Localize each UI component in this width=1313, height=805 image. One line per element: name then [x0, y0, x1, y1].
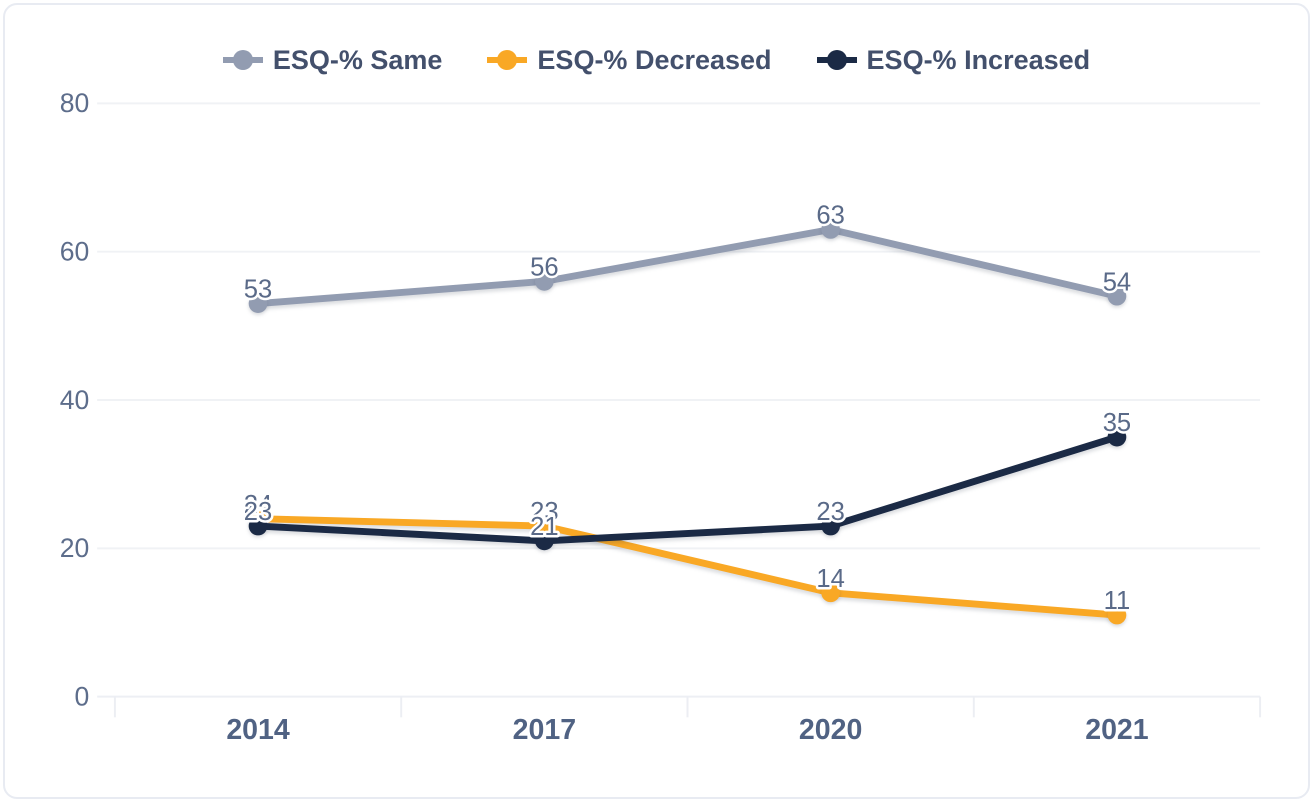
legend-label: ESQ-% Decreased: [537, 44, 772, 75]
y-axis-label: 0: [75, 682, 90, 712]
data-label: 24: [244, 491, 272, 519]
legend-label: ESQ-% Same: [272, 44, 443, 75]
data-label: 63: [816, 202, 844, 230]
data-point-marker[interactable]: [1107, 286, 1127, 306]
x-axis-label: 2020: [799, 714, 862, 746]
y-axis-label: 80: [60, 88, 90, 118]
data-label: 21: [530, 513, 558, 541]
chart-card: ESQ-% Same ESQ-% Decreased ESQ-% Increased…: [3, 3, 1310, 799]
legend-item-esq-decreased[interactable]: ESQ-% Decreased: [487, 44, 772, 75]
data-point-marker[interactable]: [534, 516, 554, 536]
data-point-marker[interactable]: [821, 583, 840, 603]
data-label: 23: [244, 498, 272, 526]
data-point-marker[interactable]: [248, 516, 268, 536]
data-label: 14: [816, 565, 844, 593]
data-label: 23: [816, 498, 844, 526]
data-point-marker[interactable]: [534, 272, 554, 291]
legend: ESQ-% Same ESQ-% Decreased ESQ-% Increased: [5, 43, 1308, 77]
series-marker-icon: [816, 50, 857, 70]
data-label: 56: [530, 253, 558, 281]
data-label: 35: [1103, 409, 1131, 437]
x-axis-label: 2021: [1085, 714, 1149, 746]
data-point-marker[interactable]: [534, 531, 554, 551]
legend-item-esq-increased[interactable]: ESQ-% Increased: [816, 44, 1091, 75]
data-label: 53: [244, 276, 272, 304]
series-marker-icon: [222, 50, 263, 70]
series-line-0: [254, 226, 1121, 308]
series-line-2: [254, 433, 1121, 545]
data-point-marker[interactable]: [1107, 427, 1127, 447]
y-axis-label: 60: [60, 237, 90, 267]
x-axis-label: 2014: [226, 714, 290, 746]
series-marker-icon: [487, 50, 528, 70]
data-point-marker[interactable]: [821, 220, 840, 239]
data-label: 54: [1103, 268, 1131, 296]
data-point-marker[interactable]: [821, 516, 840, 536]
data-label: 23: [530, 498, 558, 526]
data-point-marker[interactable]: [248, 294, 268, 313]
data-point-marker[interactable]: [1107, 605, 1127, 625]
legend-label: ESQ-% Increased: [866, 44, 1091, 75]
y-axis-label: 20: [60, 533, 90, 563]
x-axis-label: 2017: [513, 714, 576, 746]
legend-item-esq-same[interactable]: ESQ-% Same: [222, 44, 443, 75]
data-label: 11: [1104, 587, 1131, 615]
series-line-1: [254, 515, 1121, 619]
y-axis-label: 40: [60, 385, 90, 415]
